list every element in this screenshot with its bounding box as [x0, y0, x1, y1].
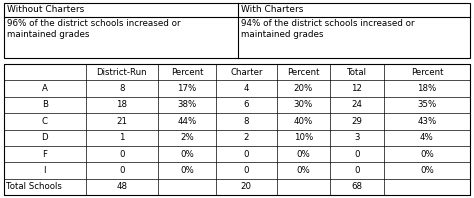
Text: 8: 8: [119, 84, 124, 93]
Text: Charter: Charter: [230, 68, 263, 77]
Text: 3: 3: [354, 133, 360, 142]
Text: 1: 1: [119, 133, 124, 142]
Text: Total Schools: Total Schools: [6, 182, 62, 191]
Text: 0%: 0%: [420, 166, 434, 175]
Text: 48: 48: [116, 182, 127, 191]
Text: 18%: 18%: [417, 84, 437, 93]
Text: District-Run: District-Run: [96, 68, 147, 77]
Text: With Charters: With Charters: [241, 6, 303, 14]
Text: C: C: [42, 117, 48, 126]
Text: 94% of the district schools increased or
maintained grades: 94% of the district schools increased or…: [241, 19, 415, 39]
Text: 44%: 44%: [177, 117, 197, 126]
Text: 40%: 40%: [294, 117, 313, 126]
Text: I: I: [44, 166, 46, 175]
Text: Percent: Percent: [171, 68, 203, 77]
Text: Percent: Percent: [410, 68, 443, 77]
Text: 21: 21: [116, 117, 127, 126]
Text: 2: 2: [244, 133, 249, 142]
Text: 0%: 0%: [180, 149, 194, 159]
Text: 0%: 0%: [297, 166, 310, 175]
Text: 10%: 10%: [294, 133, 313, 142]
Text: 0: 0: [244, 149, 249, 159]
Text: 0: 0: [354, 149, 360, 159]
Text: 0: 0: [119, 166, 124, 175]
Text: Without Charters: Without Charters: [7, 6, 84, 14]
Text: 43%: 43%: [417, 117, 437, 126]
Text: 24: 24: [352, 100, 363, 109]
Text: Total: Total: [347, 68, 367, 77]
Text: 6: 6: [244, 100, 249, 109]
Bar: [4, 3, 470, 58]
Text: 8: 8: [244, 117, 249, 126]
Text: 20%: 20%: [294, 84, 313, 93]
Text: 12: 12: [352, 84, 363, 93]
Text: 0%: 0%: [180, 166, 194, 175]
Text: D: D: [41, 133, 48, 142]
Bar: [4, 64, 470, 195]
Text: F: F: [42, 149, 47, 159]
Text: 30%: 30%: [294, 100, 313, 109]
Text: 35%: 35%: [417, 100, 437, 109]
Text: Percent: Percent: [287, 68, 319, 77]
Text: A: A: [42, 84, 48, 93]
Text: 96% of the district schools increased or
maintained grades: 96% of the district schools increased or…: [7, 19, 181, 39]
Text: 29: 29: [352, 117, 363, 126]
Text: 38%: 38%: [177, 100, 197, 109]
Text: 4: 4: [244, 84, 249, 93]
Text: 0: 0: [119, 149, 124, 159]
Text: 4%: 4%: [420, 133, 434, 142]
Text: B: B: [42, 100, 48, 109]
Text: 0: 0: [354, 166, 360, 175]
Text: 68: 68: [352, 182, 363, 191]
Text: 20: 20: [241, 182, 252, 191]
Text: 0%: 0%: [420, 149, 434, 159]
Text: 2%: 2%: [180, 133, 194, 142]
Text: 17%: 17%: [177, 84, 197, 93]
Text: 18: 18: [116, 100, 127, 109]
Text: 0%: 0%: [297, 149, 310, 159]
Text: 0: 0: [244, 166, 249, 175]
